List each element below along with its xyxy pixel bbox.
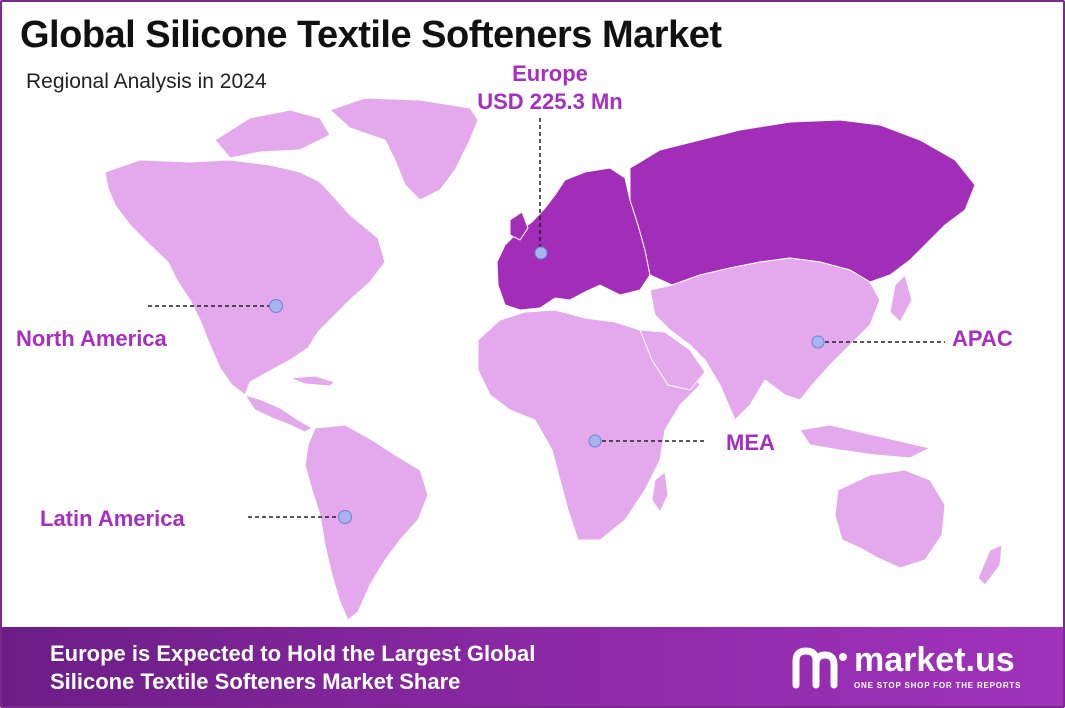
brand-name: market.us: [854, 641, 1015, 679]
region-africa: [477, 309, 701, 541]
marker-apac: [811, 335, 825, 349]
brand-logo: market.us ONE STOP SHOP FOR THE REPORTS: [792, 641, 1020, 694]
region-japan: [889, 274, 913, 323]
europe-name: Europe: [512, 61, 588, 86]
region-central-america: [243, 394, 314, 433]
mea-label: MEA: [726, 430, 775, 455]
marker-north-america: [269, 299, 283, 313]
region-caribbean: [289, 375, 337, 387]
europe-label: Europe USD 225.3 Mn: [460, 60, 640, 116]
north-america-label: North America: [16, 326, 167, 351]
region-asia: [649, 257, 881, 421]
footer-line-1: Europe is Expected to Hold the Largest G…: [50, 641, 536, 666]
region-australia: [834, 469, 946, 569]
europe-value: USD 225.3 Mn: [477, 89, 623, 114]
latin-america-label: Latin America: [40, 506, 185, 531]
region-south-america: [304, 424, 429, 621]
marker-latin-america: [338, 510, 352, 524]
page-title: Global Silicone Textile Softeners Market: [20, 14, 722, 56]
footer-text: Europe is Expected to Hold the Largest G…: [50, 640, 535, 696]
region-se-asia: [799, 424, 932, 459]
brand-tagline: ONE STOP SHOP FOR THE REPORTS: [854, 681, 1022, 690]
region-madagascar: [651, 471, 669, 514]
region-russia: [629, 119, 976, 286]
page-subtitle: Regional Analysis in 2024: [26, 70, 267, 93]
marker-mea: [588, 434, 602, 448]
region-new-zealand: [977, 544, 1003, 586]
region-arabia: [639, 329, 706, 391]
market-us-logo-icon: [792, 647, 847, 689]
region-greenland: [329, 97, 479, 201]
marker-europe: [534, 246, 548, 260]
footer-banner: Europe is Expected to Hold the Largest G…: [2, 627, 1063, 706]
region-uk: [509, 211, 529, 241]
region-north-america: [104, 159, 386, 396]
apac-label: APAC: [952, 326, 1013, 351]
footer-line-2: Silicone Textile Softeners Market Share: [50, 669, 461, 694]
region-arctic-islands: [214, 109, 331, 159]
